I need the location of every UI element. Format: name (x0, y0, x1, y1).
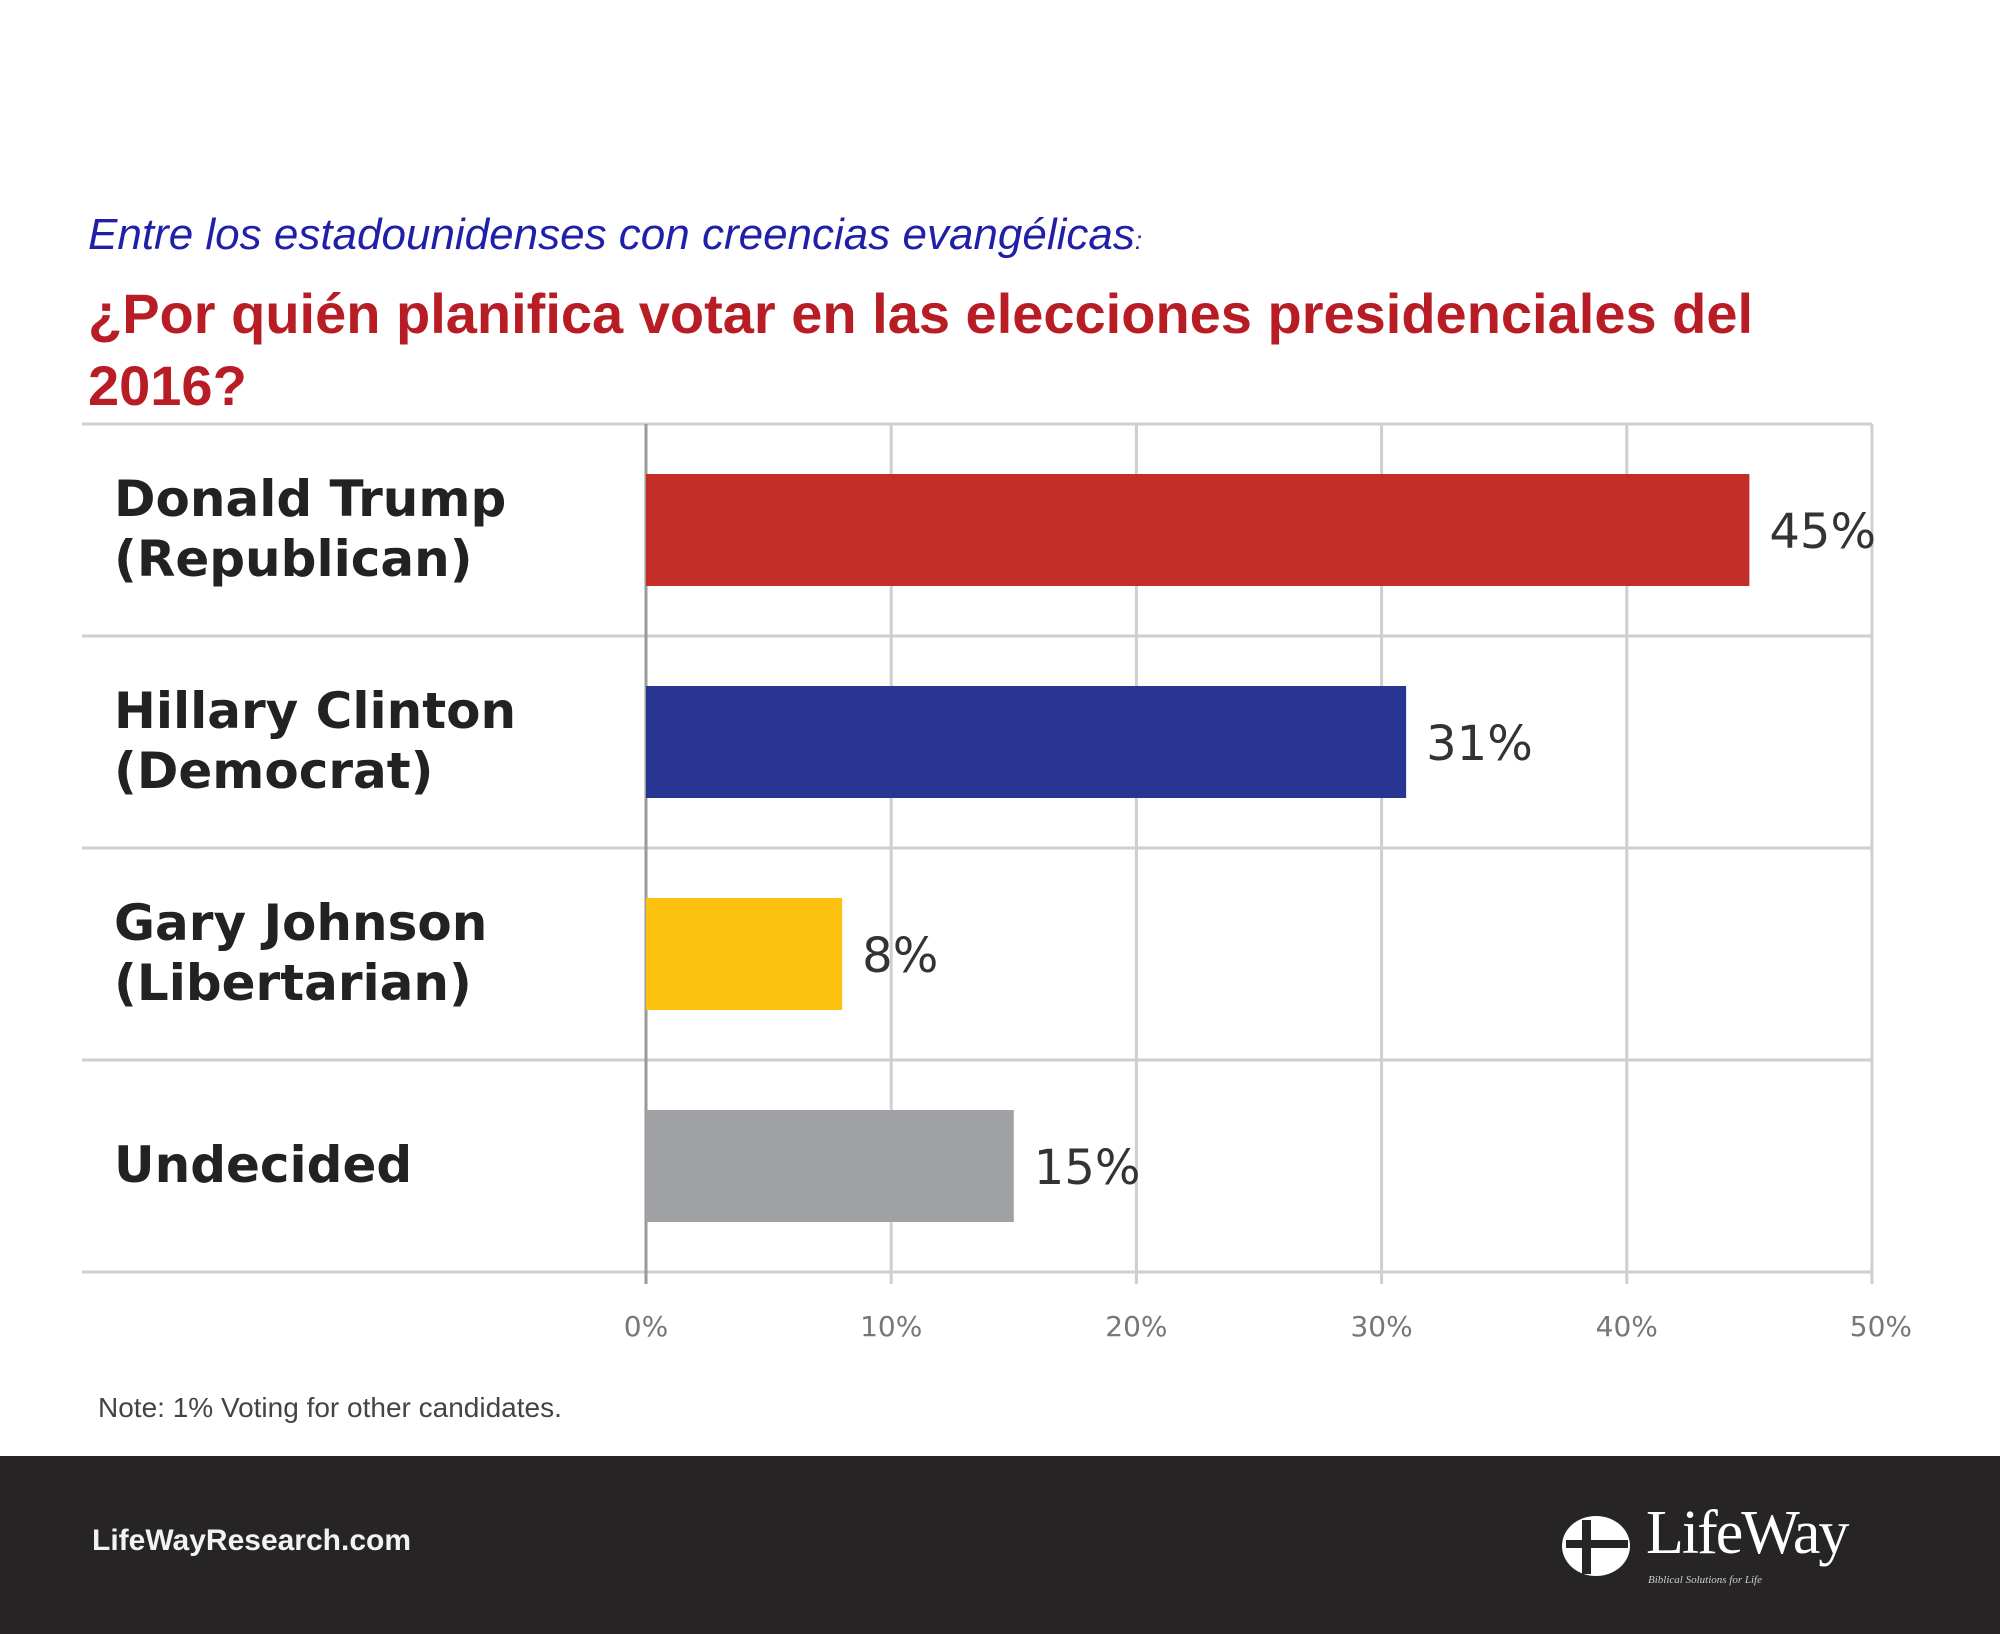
category-label-2-1: (Libertarian) (114, 954, 472, 1012)
chart-subtitle: Entre los estadounidenses con creencias … (88, 210, 1142, 260)
lifeway-cross-icon (1562, 1516, 1630, 1576)
footer-url: LifeWayResearch.com (92, 1524, 412, 1557)
lifeway-logo: LifeWay Biblical Solutions for Life (1560, 1492, 1860, 1602)
bar-1 (646, 686, 1407, 798)
logo-tagline: Biblical Solutions for Life (1648, 1574, 1762, 1586)
bar-2 (646, 898, 843, 1010)
value-label-2: 8% (862, 928, 938, 984)
category-label-2-0: Gary Johnson (114, 894, 487, 952)
value-label-1: 31% (1426, 716, 1533, 772)
chart-title: ¿Por quién planifica votar en las elecci… (88, 282, 1754, 417)
x-tick-label-2: 20% (1105, 1310, 1167, 1340)
category-label-1-1: (Democrat) (114, 742, 434, 800)
x-tick-label-3: 30% (1350, 1310, 1412, 1340)
category-label-3-0: Undecided (114, 1136, 412, 1194)
category-label-1-0: Hillary Clinton (114, 682, 516, 740)
logo-wordmark: LifeWay (1646, 1499, 1849, 1567)
subtitle-text: Entre los estadounidenses con creencias … (88, 210, 1135, 259)
bar-chart: 45% Donald Trump(Republican) 31% Hillary Cl… (82, 422, 1912, 1340)
x-tick-label-5: 50% (1850, 1310, 1912, 1340)
x-tick-label-4: 40% (1596, 1310, 1658, 1340)
category-label-0-1: (Republican) (114, 530, 473, 588)
value-label-0: 45% (1769, 504, 1876, 560)
subtitle-colon: : (1134, 225, 1143, 255)
chart-note: Note: 1% Voting for other candidates. (98, 1392, 562, 1423)
value-label-3: 15% (1034, 1140, 1141, 1196)
x-tick-label-1: 10% (860, 1310, 922, 1340)
category-label-0-0: Donald Trump (114, 470, 506, 528)
x-tick-label-0: 0% (624, 1310, 668, 1340)
bar-3 (646, 1110, 1014, 1222)
bar-0 (646, 474, 1750, 586)
footer-bar: LifeWayResearch.com LifeWay Biblical Sol… (0, 1456, 2000, 1634)
